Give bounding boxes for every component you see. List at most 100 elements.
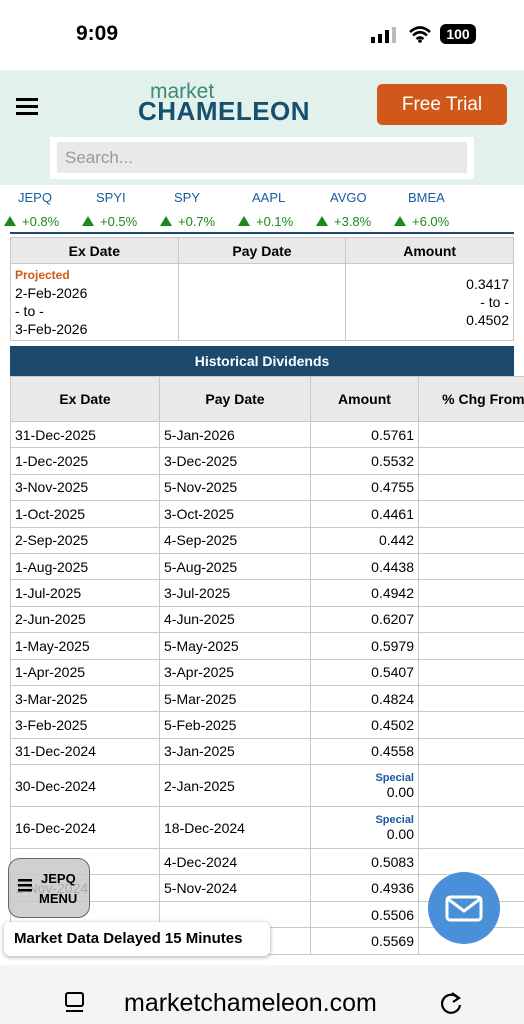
cell: 5-Mar-2025: [159, 684, 311, 713]
special-label: Special: [375, 771, 414, 784]
cell: -20.4%: [418, 579, 524, 607]
column-header: Pay Date: [177, 237, 347, 264]
ex-date: 2-Feb-2026: [15, 285, 88, 301]
search-input[interactable]: Search...: [57, 142, 467, 173]
wifi: [409, 26, 431, 43]
cell: [418, 764, 524, 808]
cell: 0.5532: [310, 447, 419, 475]
cell: 3-Jan-2025: [159, 737, 311, 766]
cell: +0.9%: [418, 500, 524, 528]
to: - to -: [480, 294, 509, 310]
amount: 0.00: [386, 783, 414, 800]
amount: 0.442: [378, 532, 414, 549]
cell: 1-Apr-2025: [10, 658, 160, 686]
cell: 1-Jul-2025: [10, 579, 160, 607]
cell: 0.5569: [310, 927, 419, 955]
menu-button[interactable]: JEPQ MENU: [8, 858, 90, 918]
amount: 0.5979: [371, 637, 414, 654]
menu-symbol: JEPQ: [41, 871, 76, 886]
ticker-change: +0.1%: [256, 214, 294, 229]
cell: 0.4942: [310, 579, 419, 607]
cell: 2-Jun-2025: [10, 605, 160, 634]
cell: Projected 2-Feb-2026 - to - 3-Feb-2026: [10, 263, 179, 341]
ticker-symbol: AAPL: [252, 190, 286, 205]
delay-toast: Market Data Delayed 15 Minutes: [4, 922, 270, 956]
amount: 0.4502: [371, 716, 414, 733]
amount: 0.5569: [371, 932, 414, 949]
ticker-arrow: [160, 216, 172, 226]
column-header: % Chg From Prev: [418, 376, 524, 422]
logo-bottom[interactable]: CHAMELEON: [138, 96, 311, 126]
free-trial-button[interactable]: Free Trial: [377, 84, 507, 125]
amount: 0.4755: [371, 479, 414, 496]
data-row: Projected 2-Feb-2026 - to - 3-Feb-2026 0.341…: [10, 263, 514, 341]
cell: +16.3%: [418, 447, 524, 475]
ticker-change: +0.7%: [178, 214, 216, 229]
amount: 0.00: [386, 825, 414, 842]
ticker-arrow: [394, 216, 406, 226]
amount: 0.4461: [371, 505, 414, 522]
amount: 0.5506: [371, 906, 414, 923]
ticker-arrow: [82, 216, 94, 226]
ticker-change: +0.8%: [22, 214, 60, 229]
special-label: Special: [375, 813, 414, 826]
cell: 3-Mar-2025: [10, 684, 160, 713]
cell: -1.2%: [418, 711, 524, 739]
ticker-symbol: SPY: [174, 190, 201, 205]
column-header: Ex Date: [10, 376, 160, 422]
cell: 0.442: [310, 526, 419, 554]
cell: 0.6207: [310, 605, 419, 634]
ticker-change: +3.8%: [334, 214, 372, 229]
section-title: Historical Dividends: [10, 346, 514, 376]
cell: 0.5506: [310, 900, 419, 929]
cell: 31-Dec-2025: [10, 420, 160, 449]
cell: 4-Jun-2025: [159, 605, 311, 634]
hamburger[interactable]: [16, 98, 38, 116]
cell: 3-Apr-2025: [159, 658, 311, 686]
cell: [418, 806, 524, 850]
cell: 0.3417 - to - 0.4502: [345, 263, 514, 341]
cell: 0.4502: [310, 711, 419, 739]
data-row: 30-Dec-2024 2-Jan-2025 Special 0.00: [10, 764, 524, 808]
logo-top: market: [150, 80, 215, 103]
cell: 3-Jul-2025: [159, 579, 311, 607]
amount: 0.3417: [466, 276, 509, 292]
cell: 3-Nov-2025: [10, 473, 160, 502]
amount: 0.4936: [371, 880, 414, 897]
cell: 0.4438: [310, 552, 419, 581]
cell: 30-Dec-2024: [10, 764, 160, 808]
amount: 0.5532: [371, 453, 414, 470]
cell: 5-Nov-2024: [159, 874, 311, 902]
url[interactable]: marketchameleon.com: [124, 989, 377, 1017]
cell: 0.4461: [310, 500, 419, 528]
cell: 16-Dec-2024: [10, 806, 160, 850]
cell: -10.2%: [418, 552, 524, 581]
signal: [371, 27, 396, 43]
cell: 3-Feb-2025: [10, 711, 160, 739]
ticker-change: +6.0%: [412, 214, 450, 229]
column-header: Ex Date: [10, 237, 179, 264]
amount: 0.5761: [371, 426, 414, 443]
upcoming-table: Ex Date Pay Date Amount Projected 2-Feb-2026…: [10, 237, 514, 341]
cell: 0.4558: [310, 737, 419, 766]
cell: 1-Dec-2025: [10, 447, 160, 475]
cell: 5-May-2025: [159, 632, 311, 660]
mail-button[interactable]: [427, 871, 501, 945]
menu-label: MENU: [39, 891, 78, 906]
section-title: Upcoming Dividends: [10, 232, 514, 234]
projected-label: Projected: [15, 268, 70, 282]
ticker-arrow: [4, 216, 16, 226]
